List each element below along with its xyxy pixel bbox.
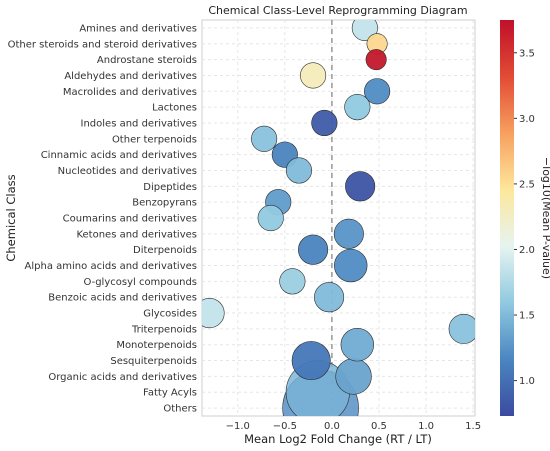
bubble-point [334,248,368,283]
bubble-point [300,62,327,89]
bubble-point [314,282,345,313]
y-tick-label: Triterpenoids [131,324,197,335]
y-tick-label: Amines and derivatives [79,23,197,34]
x-tick-label: 1.5 [465,421,481,432]
bubble-point [298,234,329,265]
colorbar [500,20,514,416]
y-tick-label: O-glycosyl compounds [83,277,197,288]
y-tick-label: Fatty Acyls [143,388,197,399]
y-tick-label: Cinnamic acids and derivatives [41,150,197,161]
x-tick-label: −0.5 [273,421,297,432]
x-tick-label: 0.5 [371,421,387,432]
y-tick-label: Diterpenoids [133,245,197,256]
bubble-point [285,157,313,184]
bubble-layer [202,20,475,416]
y-tick-label: Dipeptides [143,182,197,193]
y-tick-label: Other steroids and steroid derivatives [8,39,197,50]
y-tick-label: Coumarins and derivatives [63,214,197,225]
colorbar-tick-label: 2.5 [519,179,535,190]
y-tick-label: Macrolides and derivatives [63,87,197,98]
bubble-point [291,341,331,381]
bubble-point [333,218,364,249]
x-tick-label: 0.0 [324,421,340,432]
y-tick-labels: Amines and derivatives Other steroids and… [8,23,197,414]
x-tick-label: −1.0 [226,421,250,432]
y-tick-label: Aldehydes and derivatives [64,71,197,82]
y-tick-label: Benzopyrans [132,198,197,209]
y-tick-label: Androstane steroids [97,55,197,66]
bubble-point [448,313,475,344]
colorbar-tick-label: 3.5 [519,48,535,59]
bubble-point [345,171,376,202]
colorbar-tick-label: 1.5 [519,311,535,322]
x-tick-label: 1.0 [418,421,434,432]
colorbar-tick-label: 1.0 [519,376,535,387]
y-tick-label: Nucleotides and derivatives [58,166,197,177]
y-tick-label: Sesquiterpenoids [110,356,197,367]
colorbar-tick-label: 2.0 [519,245,535,256]
x-tick-labels: −1.0 −0.5 0.0 0.5 1.0 1.5 [226,421,481,432]
bubble-point [311,109,338,137]
y-tick-label: Ketones and derivatives [76,229,197,240]
bubble-point [335,358,372,395]
y-tick-label: Indoles and derivatives [81,118,197,129]
y-tick-label: Monoterpenoids [116,340,197,351]
y-tick-label: Benzoic acids and derivatives [48,293,197,304]
colorbar-tick-label: 3.0 [519,114,535,125]
bubble-point [279,268,306,295]
colorbar-ticks: 1.0 1.5 2.0 2.5 3.0 3.5 [514,48,535,387]
y-tick-label: Other terpenoids [112,134,197,145]
bubble-point [344,94,371,121]
bubble-point [364,78,391,105]
bubble-point [340,328,375,362]
bubble-point [365,49,387,71]
y-tick-label: Lactones [152,103,197,114]
bubble-point [251,125,278,152]
y-tick-label: Organic acids and derivatives [48,372,197,383]
x-axis-label: Mean Log2 Fold Change (RT / LT) [244,432,432,446]
y-tick-label: Others [163,404,197,415]
colorbar-label: −log10(Mean P-value) [540,157,550,279]
y-tick-label: Glycosides [143,309,197,320]
y-tick-label: Alpha amino acids and derivatives [25,261,197,272]
bubble-point [202,298,225,329]
chart-title: Chemical Class-Level Reprogramming Diagr… [208,4,467,17]
plot-area [201,19,476,417]
y-axis-label: Chemical Class [4,174,18,261]
bubble-point [257,204,284,232]
